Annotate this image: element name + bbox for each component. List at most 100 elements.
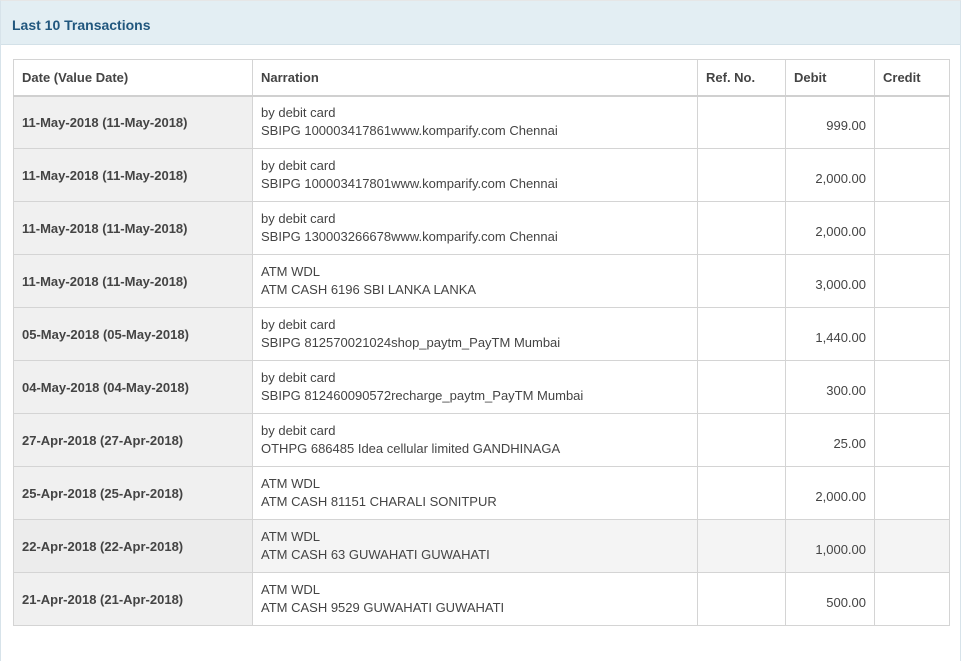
cell-narration: ATM WDL ATM CASH 81151 CHARALI SONITPUR bbox=[252, 466, 698, 520]
narration-line-1: ATM WDL bbox=[261, 264, 320, 279]
cell-date: 11-May-2018 (11-May-2018) bbox=[13, 95, 253, 149]
narration-line-1: by debit card bbox=[261, 105, 336, 121]
cell-narration: by debit card SBIPG 812460090572recharge… bbox=[252, 360, 698, 414]
column-header-debit: Debit bbox=[785, 59, 875, 97]
cell-date: 27-Apr-2018 (27-Apr-2018) bbox=[13, 413, 253, 467]
panel-title: Last 10 Transactions bbox=[12, 17, 151, 33]
narration-line-1: by debit card bbox=[261, 158, 336, 173]
cell-date: 21-Apr-2018 (21-Apr-2018) bbox=[13, 572, 253, 626]
debit-amount: 25.00 bbox=[833, 435, 866, 451]
cell-ref bbox=[697, 254, 786, 308]
cell-ref bbox=[697, 148, 786, 202]
narration-line-1: by debit card bbox=[261, 423, 336, 438]
narration-line-2: SBIPG 100003417801www.komparify.com Chen… bbox=[261, 176, 558, 191]
cell-narration: ATM WDL ATM CASH 63 GUWAHATI GUWAHATI bbox=[252, 519, 698, 573]
table-row: 22-Apr-2018 (22-Apr-2018) ATM WDL ATM CA… bbox=[13, 519, 950, 573]
cell-credit bbox=[874, 360, 950, 414]
cell-credit bbox=[874, 148, 950, 202]
table-row: 05-May-2018 (05-May-2018) by debit card … bbox=[13, 307, 950, 361]
cell-narration: by debit card SBIPG 100003417801www.komp… bbox=[252, 148, 698, 202]
cell-ref bbox=[697, 95, 786, 149]
cell-credit bbox=[874, 466, 950, 520]
cell-debit: 300.00 bbox=[785, 360, 875, 414]
cell-ref bbox=[697, 519, 786, 573]
cell-debit: 1,000.00 bbox=[785, 519, 875, 573]
cell-credit bbox=[874, 95, 950, 149]
cell-debit: 2,000.00 bbox=[785, 466, 875, 520]
transactions-table: Date (Value Date) Narration Ref. No. Deb… bbox=[13, 59, 950, 626]
cell-date: 05-May-2018 (05-May-2018) bbox=[13, 307, 253, 361]
debit-amount: 2,000.00 bbox=[815, 170, 866, 186]
cell-credit bbox=[874, 572, 950, 626]
cell-ref bbox=[697, 466, 786, 520]
table-header-row: Date (Value Date) Narration Ref. No. Deb… bbox=[13, 59, 950, 97]
cell-narration: by debit card SBIPG 812570021024shop_pay… bbox=[252, 307, 698, 361]
table-row: 25-Apr-2018 (25-Apr-2018) ATM WDL ATM CA… bbox=[13, 466, 950, 520]
table-row: 27-Apr-2018 (27-Apr-2018) by debit card … bbox=[13, 413, 950, 467]
cell-ref bbox=[697, 201, 786, 255]
debit-amount: 1,440.00 bbox=[815, 329, 866, 345]
table-row: 04-May-2018 (04-May-2018) by debit card … bbox=[13, 360, 950, 414]
narration-line-2: ATM CASH 9529 GUWAHATI GUWAHATI bbox=[261, 600, 505, 615]
cell-debit: 2,000.00 bbox=[785, 148, 875, 202]
cell-ref bbox=[697, 413, 786, 467]
narration-line-2: OTHPG 686485 Idea cellular limited GANDH… bbox=[261, 441, 561, 456]
cell-narration: ATM WDL ATM CASH 6196 SBI LANKA LANKA bbox=[252, 254, 698, 308]
cell-credit bbox=[874, 519, 950, 573]
panel-header: Last 10 Transactions bbox=[1, 1, 960, 45]
cell-date: 22-Apr-2018 (22-Apr-2018) bbox=[13, 519, 253, 573]
debit-amount: 1,000.00 bbox=[815, 541, 866, 557]
column-header-credit: Credit bbox=[874, 59, 950, 97]
narration-line-2: SBIPG 812460090572recharge_paytm_PayTM M… bbox=[261, 388, 584, 403]
cell-date: 11-May-2018 (11-May-2018) bbox=[13, 148, 253, 202]
cell-ref bbox=[697, 572, 786, 626]
cell-narration: by debit card SBIPG 100003417861www.komp… bbox=[252, 95, 698, 149]
cell-narration: by debit card SBIPG 130003266678www.komp… bbox=[252, 201, 698, 255]
cell-credit bbox=[874, 254, 950, 308]
debit-amount: 2,000.00 bbox=[815, 488, 866, 504]
table-row: 11-May-2018 (11-May-2018) ATM WDL ATM CA… bbox=[13, 254, 950, 308]
narration-line-2: ATM CASH 81151 CHARALI SONITPUR bbox=[261, 494, 497, 509]
narration-line-1: by debit card bbox=[261, 370, 336, 385]
cell-narration: ATM WDL ATM CASH 9529 GUWAHATI GUWAHATI bbox=[252, 572, 698, 626]
cell-ref bbox=[697, 360, 786, 414]
narration-line-1: ATM WDL bbox=[261, 529, 320, 544]
cell-credit bbox=[874, 413, 950, 467]
table-row: 11-May-2018 (11-May-2018) by debit card … bbox=[13, 95, 950, 149]
cell-debit: 3,000.00 bbox=[785, 254, 875, 308]
narration-line-1: by debit card bbox=[261, 317, 336, 332]
debit-amount: 2,000.00 bbox=[815, 223, 866, 239]
narration-line-1: ATM WDL bbox=[261, 476, 320, 491]
cell-narration: by debit card OTHPG 686485 Idea cellular… bbox=[252, 413, 698, 467]
table-header: Date (Value Date) Narration Ref. No. Deb… bbox=[13, 59, 950, 97]
cell-debit: 999.00 bbox=[785, 95, 875, 149]
debit-amount: 500.00 bbox=[826, 594, 866, 610]
table-row: 11-May-2018 (11-May-2018) by debit card … bbox=[13, 148, 950, 202]
cell-credit bbox=[874, 201, 950, 255]
debit-amount: 3,000.00 bbox=[815, 276, 866, 292]
table-row: 21-Apr-2018 (21-Apr-2018) ATM WDL ATM CA… bbox=[13, 572, 950, 626]
narration-line-2: SBIPG 812570021024shop_paytm_PayTM Mumba… bbox=[261, 335, 561, 350]
cell-date: 04-May-2018 (04-May-2018) bbox=[13, 360, 253, 414]
cell-date: 25-Apr-2018 (25-Apr-2018) bbox=[13, 466, 253, 520]
column-header-date: Date (Value Date) bbox=[13, 59, 253, 97]
cell-date: 11-May-2018 (11-May-2018) bbox=[13, 201, 253, 255]
cell-credit bbox=[874, 307, 950, 361]
narration-line-2: SBIPG 130003266678www.komparify.com Chen… bbox=[261, 229, 558, 244]
cell-date: 11-May-2018 (11-May-2018) bbox=[13, 254, 253, 308]
table-row: 11-May-2018 (11-May-2018) by debit card … bbox=[13, 201, 950, 255]
narration-line-2: SBIPG 100003417861www.komparify.com Chen… bbox=[261, 123, 558, 139]
debit-amount: 300.00 bbox=[826, 382, 866, 398]
cell-debit: 25.00 bbox=[785, 413, 875, 467]
column-header-narration: Narration bbox=[252, 59, 698, 97]
cell-debit: 500.00 bbox=[785, 572, 875, 626]
column-header-ref: Ref. No. bbox=[697, 59, 786, 97]
narration-line-2: ATM CASH 6196 SBI LANKA LANKA bbox=[261, 282, 477, 297]
cell-debit: 2,000.00 bbox=[785, 201, 875, 255]
table-body: 11-May-2018 (11-May-2018) by debit card … bbox=[13, 95, 950, 626]
narration-line-1: ATM WDL bbox=[261, 582, 320, 597]
narration-line-2: ATM CASH 63 GUWAHATI GUWAHATI bbox=[261, 547, 490, 562]
narration-line-1: by debit card bbox=[261, 211, 336, 226]
cell-ref bbox=[697, 307, 786, 361]
